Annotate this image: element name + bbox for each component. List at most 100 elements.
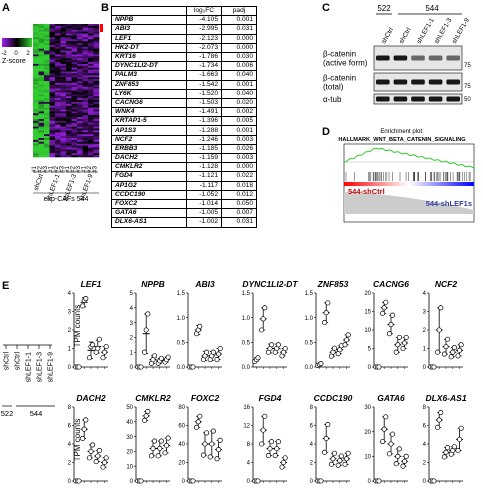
heatmap-cell [60, 71, 67, 74]
heatmap-cell [49, 86, 56, 89]
heatmap-cell [33, 138, 39, 141]
heatmap-cell [66, 31, 72, 34]
y-tick-label: 1 [68, 347, 72, 353]
data-point [376, 364, 382, 370]
data-point [448, 354, 454, 360]
heatmap-cell [82, 147, 89, 150]
heatmap-cell [55, 155, 61, 158]
heatmap-cell [60, 136, 67, 139]
heatmap-cell [71, 88, 78, 91]
heatmap-cell [55, 44, 61, 48]
heatmap-cell [88, 63, 94, 67]
heatmap-cell [55, 134, 61, 137]
heatmap-cell [49, 136, 56, 139]
heatmap-cell [49, 126, 56, 129]
data-point [376, 478, 382, 484]
heatmap-cell [44, 136, 50, 139]
data-point [195, 419, 201, 425]
heatmap-cell [93, 126, 100, 129]
replicate-label: #2 [87, 165, 93, 172]
data-point [262, 413, 268, 419]
heatmap-cell [88, 111, 94, 114]
heatmap-cell [66, 67, 72, 70]
legend-lane-label: shLEF1-3 [37, 352, 44, 382]
heatmap-cell [38, 43, 45, 46]
heatmap-cell [77, 63, 83, 67]
padj-cell: 0.005 [221, 116, 257, 127]
replicate-label: #2 [54, 165, 60, 172]
heatmap-cell [88, 88, 94, 91]
gene-cell: DLX6-AS1 [111, 217, 187, 228]
heatmap-cell [60, 58, 67, 61]
heatmap-cell [44, 33, 50, 36]
heatmap-cell [88, 44, 94, 48]
heatmap-cell [49, 27, 56, 30]
heatmap-cell [88, 115, 94, 118]
heatmap-cell [38, 117, 45, 120]
heatmap-cell [33, 111, 39, 114]
plot-title: LEF1 [81, 279, 102, 289]
heatmap-cell [77, 24, 83, 27]
heatmap-cell [33, 126, 39, 129]
dot-plot: CACNG6 0 5 10 15 20 [364, 279, 409, 371]
y-tick-label: 6 [68, 424, 72, 430]
heatmap-cell [66, 81, 72, 84]
heatmap-cell [66, 151, 72, 154]
heatmap-cell [38, 103, 45, 106]
data-point [272, 453, 278, 459]
heatmap-cell [44, 117, 50, 120]
heatmap-cell [77, 120, 83, 124]
heatmap-cell [88, 60, 94, 63]
heatmap-cell [93, 56, 100, 59]
heatmap-cell [55, 107, 61, 110]
heatmap-cell [60, 46, 67, 49]
heatmap-cell [44, 126, 50, 129]
heatmap-cell [55, 35, 61, 38]
heatmap-cell [49, 132, 56, 135]
log2fc-cell: -1.121 [186, 171, 222, 182]
heatmap-cell [33, 52, 39, 55]
data-point [100, 355, 106, 361]
heatmap-cell [33, 31, 39, 34]
heatmap-cell [44, 54, 50, 57]
heatmap-cell [55, 79, 61, 82]
data-point [190, 478, 196, 484]
heatmap-cell [66, 96, 72, 99]
heatmap-cell [44, 25, 50, 29]
heatmap-cell [38, 141, 45, 144]
gsea-title: Enrichment plot: [380, 129, 424, 135]
heatmap-cell [38, 48, 45, 51]
heatmap-cell [71, 105, 78, 108]
dot-plot: DYNC1LI2-DT 0.0 0.5 1.0 1.5 [242, 279, 299, 371]
heatmap-cell [49, 50, 56, 53]
heatmap-cell [82, 65, 89, 68]
heatmap-cell [38, 113, 45, 116]
data-point [190, 364, 196, 370]
padj-cell: 0.040 [221, 88, 257, 99]
data-point [259, 441, 265, 447]
heatmap-cell [60, 101, 67, 105]
heatmap-cell [49, 90, 56, 93]
panel-letter-a: A [2, 2, 10, 14]
y-tick-label: 8 [68, 405, 72, 411]
heatmap-cell [38, 128, 45, 131]
heatmap-cell [49, 120, 56, 124]
heatmap-cell [33, 105, 39, 108]
group-label: shCtrl [33, 173, 46, 192]
heatmap-cell [77, 128, 83, 131]
heatmap-cell [49, 94, 56, 97]
data-point [325, 300, 331, 306]
data-point [435, 349, 441, 355]
heatmap-cell [71, 82, 78, 86]
heatmap-cell [44, 71, 50, 74]
data-point [395, 453, 401, 459]
data-point [380, 310, 386, 316]
heatmap-cell [88, 96, 94, 99]
heatmap-cell [66, 29, 72, 32]
heatmap-cell [33, 136, 39, 139]
y-tick-label: 1.5 [305, 291, 314, 297]
blot-band [446, 79, 460, 85]
heatmap-cell [33, 119, 39, 122]
heatmap-cell [71, 24, 78, 27]
heatmap-cell [66, 155, 72, 158]
